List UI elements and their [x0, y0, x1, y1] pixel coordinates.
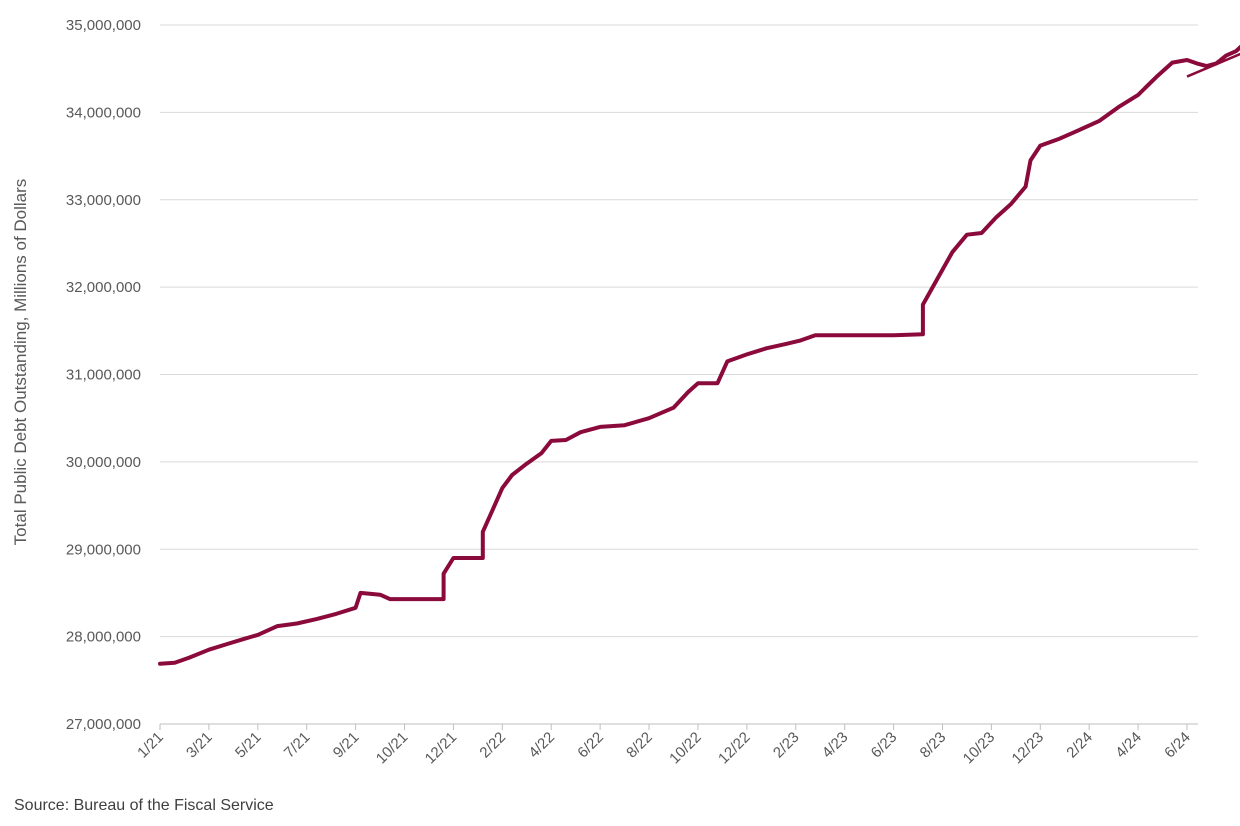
x-tick-label: 1/21 [134, 729, 167, 762]
y-tick-label: 31,000,000 [66, 367, 141, 384]
y-tick-label: 30,000,000 [66, 454, 141, 471]
trend-arrow-shaft [1186, 52, 1240, 78]
x-tick-label: 6/24 [1161, 729, 1194, 762]
x-tick-label: 10/22 [666, 729, 705, 768]
y-tick-label: 29,000,000 [66, 541, 141, 558]
x-tick-label: 6/22 [574, 729, 607, 762]
debt-series-line [158, 44, 1240, 666]
x-tick-label: 4/24 [1112, 729, 1145, 762]
x-tick-label: 7/21 [281, 729, 314, 762]
annotation-layer [1186, 52, 1240, 78]
x-tick-label: 2/24 [1063, 729, 1096, 762]
x-tick-label: 12/22 [715, 729, 754, 768]
x-tick-label: 12/23 [1009, 729, 1048, 768]
y-tick-label: 35,000,000 [66, 17, 141, 34]
x-tick-label: 4/22 [525, 729, 558, 762]
x-tick-label: 2/22 [476, 729, 509, 762]
x-tick-label: 6/23 [868, 729, 901, 762]
source-note: Source: Bureau of the Fiscal Service [14, 797, 274, 814]
gridlines [160, 24, 1198, 638]
x-tick-label: 4/23 [819, 729, 852, 762]
x-tick-label: 9/21 [330, 729, 363, 762]
x-tick-label: 10/23 [960, 729, 999, 768]
x-tick-label: 2/23 [770, 729, 803, 762]
x-tick-label: 5/21 [232, 729, 265, 762]
y-axis-title: Total Public Debt Outstanding, Millions … [11, 179, 30, 546]
x-axis-ticks: 1/21 3/21 5/21 7/21 9/21 10/21 12/21 2/22 4/22 6/… [134, 724, 1194, 767]
y-axis-ticks: 27,000,000 28,000,000 29,000,000 30,000,000… [66, 17, 141, 733]
x-tick-label: 12/21 [422, 729, 461, 768]
x-tick-label: 8/23 [917, 729, 950, 762]
y-tick-label: 34,000,000 [66, 104, 141, 121]
y-tick-label: 33,000,000 [66, 192, 141, 209]
y-tick-label: 28,000,000 [66, 629, 141, 646]
y-tick-label: 32,000,000 [66, 279, 141, 296]
x-tick-label: 8/22 [623, 729, 656, 762]
series-layer [158, 44, 1240, 666]
x-tick-label: 10/21 [373, 729, 412, 768]
x-tick-label: 3/21 [183, 729, 216, 762]
y-tick-label: 27,000,000 [66, 716, 141, 733]
